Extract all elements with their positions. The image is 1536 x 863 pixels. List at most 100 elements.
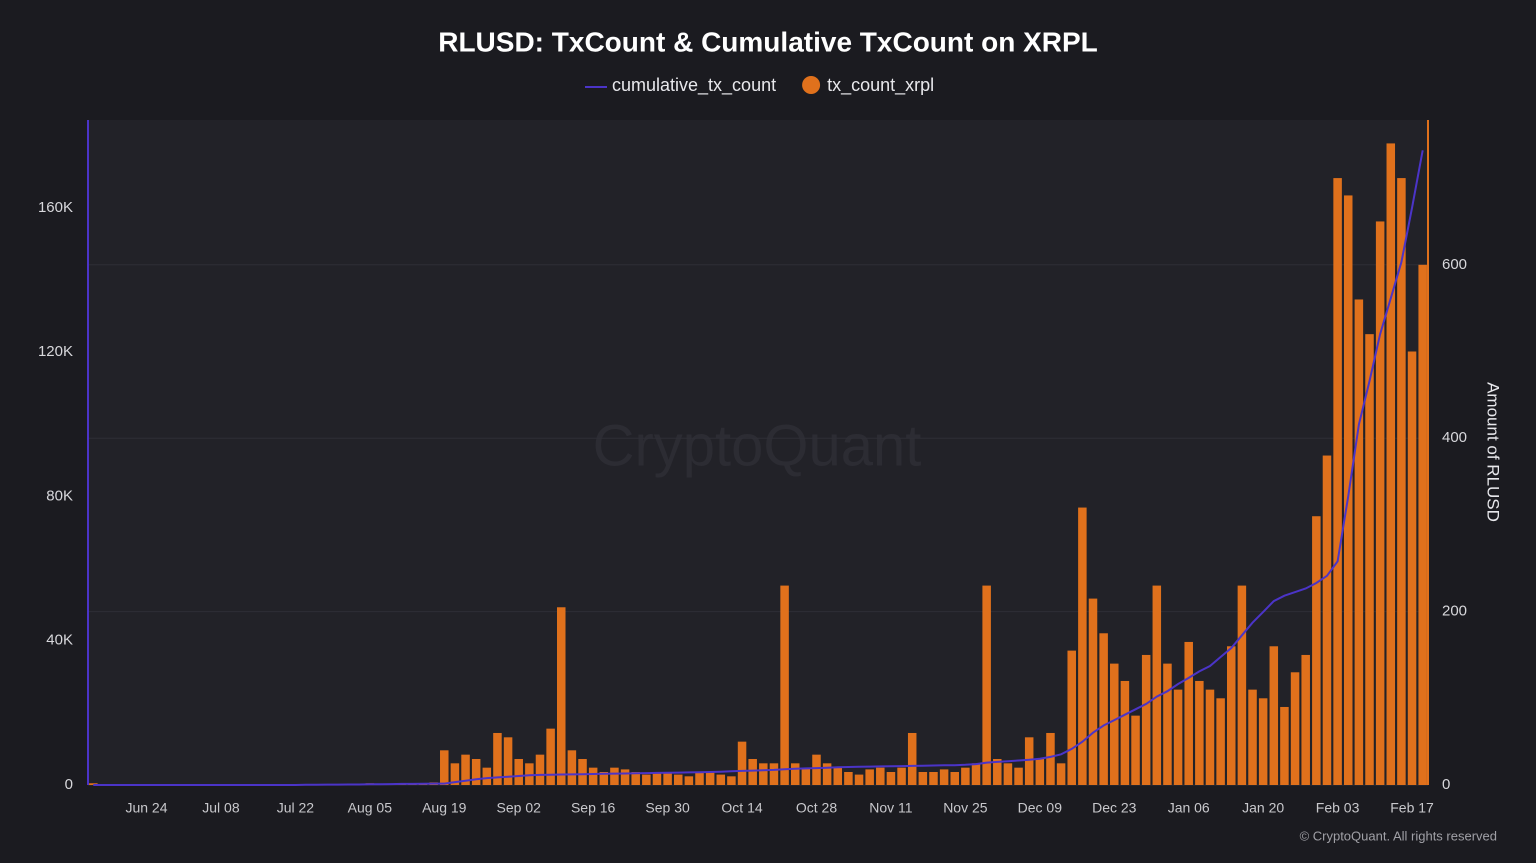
bar [1131,715,1140,785]
y-tick-label: 40K [46,632,73,649]
bar [939,769,949,785]
y-tick-label: 0 [65,776,73,793]
bar [1195,680,1204,785]
bar [1184,641,1193,785]
bar [450,763,460,785]
bar [642,774,651,785]
bar [1375,221,1385,785]
bar [440,750,449,785]
bar [482,767,492,785]
bar [673,774,683,785]
bar [801,767,811,785]
x-tick-label: Oct 28 [796,800,837,816]
bar [1024,737,1034,785]
bar [493,732,502,785]
x-tick-label: Nov 25 [943,800,988,816]
bar [1078,507,1087,785]
bar [1248,689,1257,785]
bar [1067,650,1076,785]
bar [1290,672,1300,785]
bar [1418,264,1427,785]
bar [1152,585,1162,785]
bar [790,763,800,785]
bar [1237,585,1247,785]
plot-area [88,120,1428,785]
bar [961,767,970,785]
bar [812,754,821,785]
x-tick-label: Dec 09 [1018,800,1063,816]
bar [1014,767,1023,785]
x-tick-label: Dec 23 [1092,800,1137,816]
bar [950,771,959,785]
bar [546,728,555,785]
bar [610,767,619,785]
bar [695,772,704,785]
x-tick-label: Sep 02 [497,800,542,816]
bar [1056,763,1066,785]
legend-label: cumulative_tx_count [612,75,776,96]
x-tick-label: Jul 08 [202,800,240,816]
x-tick-label: Nov 11 [869,800,913,816]
bar [557,607,566,785]
bar [897,767,906,785]
bar [1333,178,1342,785]
y2-tick-label: 400 [1442,429,1467,446]
x-tick-label: Jul 22 [277,800,315,816]
bar [525,763,534,785]
bar [1120,680,1130,785]
x-tick-label: Jun 24 [125,800,167,816]
bar [578,758,587,785]
bar [535,754,545,785]
bar [705,771,715,785]
x-tick-label: Feb 17 [1390,800,1434,816]
bar [599,771,609,785]
line [93,150,1424,786]
bar [1269,646,1279,785]
x-tick-label: Aug 05 [348,800,393,816]
bar [737,741,747,785]
bar [684,776,694,785]
y-tick-label: 160K [38,199,73,216]
bar [503,737,513,785]
legend-label: tx_count_xrpl [827,75,934,96]
x-tick-label: Jan 06 [1168,800,1210,816]
bar [1035,758,1045,785]
bar [1173,689,1183,785]
bar [993,758,1002,785]
bar [1407,351,1417,785]
bar [1046,732,1055,785]
bar [748,758,757,785]
watermark: CryptoQuant [593,413,922,478]
legend-swatch [802,76,821,94]
x-tick-label: Sep 16 [571,800,616,816]
bar [652,771,662,785]
bar [471,758,481,785]
bar [1163,663,1172,785]
bar [1227,646,1236,785]
x-tick-label: Feb 03 [1316,800,1360,816]
bar [865,769,874,785]
bar [1322,455,1332,785]
y2-tick-label: 0 [1442,776,1450,793]
bar [1141,654,1151,785]
bar [876,767,885,785]
y2-tick-label: 600 [1442,256,1467,273]
bar [769,763,779,785]
bar [663,772,672,785]
bar [1110,663,1119,785]
bar [929,771,938,785]
bar [620,769,630,785]
bar [1280,706,1289,785]
bar [461,754,470,785]
bar [982,585,991,785]
bar [833,767,843,785]
bar [1258,698,1268,785]
bar [1386,143,1396,785]
x-tick-label: Sep 30 [645,800,690,816]
bar [854,774,864,785]
bar [588,767,598,785]
bar [971,763,981,785]
bar [886,771,896,785]
bar [1365,334,1374,785]
bar [1088,598,1098,785]
